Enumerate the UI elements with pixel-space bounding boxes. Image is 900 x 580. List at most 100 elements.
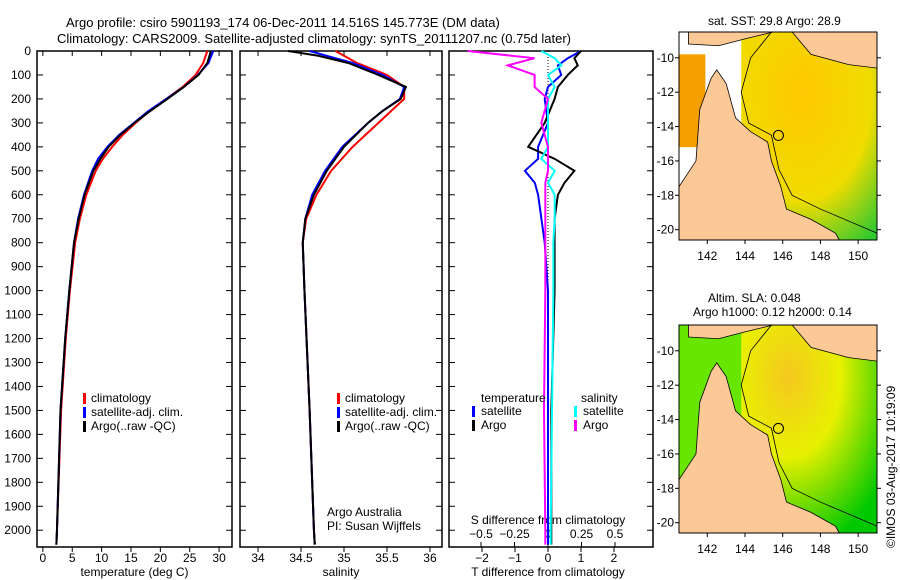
x-axis-label: salinity — [323, 565, 360, 579]
y-tick-label: 1400 — [4, 379, 31, 393]
x-axis-label: T difference from climatology — [471, 565, 625, 579]
series-satellite-adj-clim- — [301, 50, 406, 545]
annotation-line1: Argo Australia — [327, 505, 402, 519]
lon-tick-label: 150 — [848, 542, 868, 556]
lat-tick-label: -14 — [657, 120, 675, 134]
map-frame — [678, 324, 878, 534]
legend-salinity: salinity — [581, 391, 618, 405]
x-tick-label: 20 — [154, 551, 168, 565]
lat-tick-label: -20 — [657, 516, 675, 530]
y-tick-label: 1900 — [4, 499, 31, 513]
legend-swatch — [83, 393, 86, 404]
y-tick-label: 600 — [11, 188, 31, 202]
credit: ©IMOS 03-Aug-2017 10:19:09 — [884, 385, 898, 548]
y-tick-label: 1100 — [5, 308, 31, 322]
legend-label: climatology — [91, 391, 151, 405]
x-axis-label: temperature (deg C) — [80, 565, 188, 579]
x-tick-label: 35 — [337, 551, 351, 565]
title-line1: Argo profile: csiro 5901193_174 06-Dec-2… — [66, 15, 500, 30]
y-tick-label: 300 — [11, 116, 31, 130]
sla-map-title2: Argo h1000: 0.12 h2000: 0.14 — [693, 305, 852, 319]
depth-contour — [740, 31, 878, 234]
land-cape-york — [678, 362, 840, 534]
lon-tick-label: 150 — [848, 249, 868, 263]
lat-tick-label: -12 — [657, 378, 675, 392]
y-tick-label: 1600 — [4, 427, 31, 441]
legend-label: Argo — [481, 418, 507, 432]
x-tick-label: −1 — [508, 551, 522, 565]
x-tick-label: 30 — [212, 551, 226, 565]
sla-map-title1: Altim. SLA: 0.048 — [708, 291, 801, 305]
x-tick-label: 34.5 — [289, 551, 313, 565]
y-tick-label: 500 — [11, 164, 31, 178]
legend-swatch — [337, 407, 340, 418]
x-tick-label: 34 — [251, 551, 265, 565]
lon-tick-label: 146 — [773, 249, 793, 263]
x2-tick-label: 0.25 — [570, 527, 594, 541]
lat-tick-label: -16 — [657, 447, 675, 461]
lon-tick-label: 144 — [735, 249, 755, 263]
series-climatology — [301, 50, 406, 545]
legend-label: Argo(..raw -QC) — [345, 419, 430, 433]
series-argo-raw-qc- — [55, 50, 212, 545]
legend-label: climatology — [345, 391, 405, 405]
legend-swatch — [337, 393, 340, 404]
y-tick-label: 100 — [11, 68, 31, 82]
title-line2: Climatology: CARS2009. Satellite-adjuste… — [57, 31, 572, 46]
argo-location-marker — [772, 422, 784, 434]
legend-swatch — [337, 421, 340, 432]
plot-frame-difference — [448, 50, 654, 548]
y-tick-label: 0 — [24, 44, 31, 58]
lat-tick-label: -10 — [657, 51, 675, 65]
y-tick-label: 200 — [11, 92, 31, 106]
legend-swatch — [574, 406, 577, 417]
x-tick-label: 5 — [69, 551, 76, 565]
lat-tick-label: -14 — [657, 413, 675, 427]
legend-swatch — [472, 420, 475, 431]
map-frame — [678, 31, 878, 241]
lat-tick-label: -20 — [657, 223, 675, 237]
lon-tick-label: 144 — [735, 542, 755, 556]
y-tick-label: 700 — [11, 212, 31, 226]
y-tick-label: 400 — [11, 140, 31, 154]
y-tick-label: 1700 — [4, 451, 31, 465]
x-tick-label: 2 — [611, 551, 618, 565]
plot-frame-temperature — [36, 50, 233, 548]
x-tick-label: −2 — [475, 551, 489, 565]
lat-tick-label: -18 — [657, 481, 675, 495]
x-tick-label: 35.5 — [375, 551, 399, 565]
legend-label: Argo — [583, 418, 609, 432]
y-tick-label: 1000 — [4, 284, 31, 298]
x-tick-label: 25 — [183, 551, 197, 565]
x-tick-label: 15 — [124, 551, 138, 565]
legend-label: satellite — [481, 404, 522, 418]
sst-map-title: sat. SST: 29.8 Argo: 28.9 — [708, 14, 841, 28]
lon-tick-label: 142 — [697, 249, 717, 263]
lon-tick-label: 148 — [810, 249, 830, 263]
x-tick-label: 36 — [423, 551, 437, 565]
legend-swatch — [83, 421, 86, 432]
annotation-line2: PI: Susan Wijffels — [327, 519, 421, 533]
y-tick-label: 1200 — [4, 332, 31, 346]
lon-tick-label: 142 — [697, 542, 717, 556]
y-tick-label: 2000 — [4, 523, 31, 537]
y-tick-label: 900 — [11, 260, 31, 274]
argo-location-marker — [772, 129, 784, 141]
x2-tick-label: −0.25 — [499, 527, 530, 541]
y-tick-label: 1800 — [4, 475, 31, 489]
lat-tick-label: -10 — [657, 344, 675, 358]
legend-swatch — [574, 420, 577, 431]
legend-swatch — [83, 407, 86, 418]
plot-frame-salinity — [239, 50, 443, 548]
legend-label: satellite-adj. clim. — [91, 405, 183, 419]
y-tick-label: 1300 — [4, 355, 31, 369]
legend-label: satellite-adj. clim. — [345, 405, 437, 419]
series-argo-raw-qc- — [287, 50, 408, 545]
x-tick-label: 0 — [545, 551, 552, 565]
y-tick-label: 800 — [11, 236, 31, 250]
series-t-satellite — [523, 50, 582, 545]
lat-tick-label: -18 — [657, 188, 675, 202]
legend-label: Argo(..raw -QC) — [91, 419, 176, 433]
lon-tick-label: 148 — [810, 542, 830, 556]
